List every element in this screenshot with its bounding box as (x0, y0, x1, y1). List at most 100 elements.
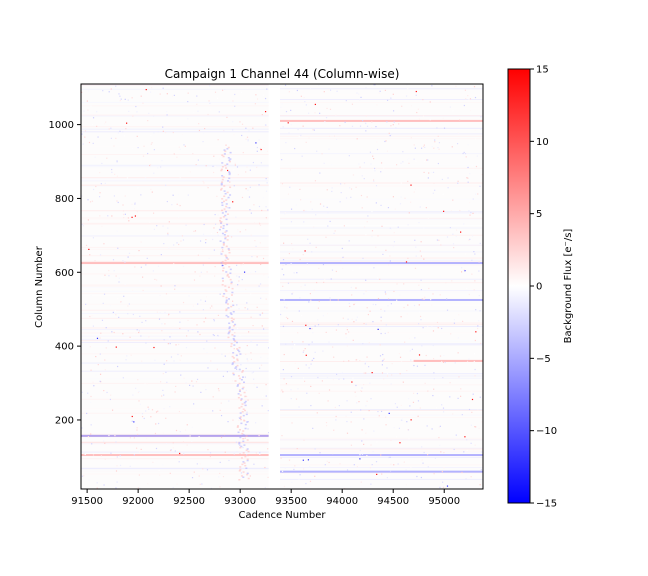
heatmap-pixel (88, 479, 90, 481)
arc-feature (219, 219, 222, 222)
heatmap-pixel (217, 334, 219, 337)
heatmap-pixel (307, 324, 310, 326)
heatmap-pixel (393, 464, 395, 466)
heatmap-pixel (408, 162, 410, 164)
heatmap-pixel (310, 404, 312, 407)
heatmap-pixel (302, 91, 304, 93)
heatmap-pixel (115, 346, 117, 348)
heatmap-pixel (232, 129, 234, 131)
heatmap-streak (279, 290, 483, 292)
heatmap-pixel (246, 358, 248, 360)
heatmap-pixel (307, 459, 309, 461)
heatmap-pixel (262, 328, 265, 330)
heatmap-pixel (141, 321, 143, 324)
arc-feature (247, 450, 250, 453)
heatmap-pixel (111, 362, 113, 364)
heatmap-pixel (447, 187, 449, 189)
arc-feature (244, 395, 247, 398)
heatmap-pixel (451, 146, 453, 148)
heatmap-pixel (153, 346, 155, 349)
heatmap-pixel (215, 165, 217, 168)
heatmap-pixel (368, 409, 370, 412)
heatmap-pixel (196, 103, 198, 105)
heatmap-pixel (356, 466, 358, 468)
arc-feature (238, 441, 241, 444)
heatmap-pixel (335, 270, 337, 273)
heatmap-pixel (223, 130, 225, 132)
heatmap-pixel (397, 196, 399, 198)
heatmap-pixel (398, 123, 400, 125)
heatmap-pixel (372, 155, 374, 157)
arc-feature (223, 233, 226, 236)
heatmap-pixel (361, 429, 363, 431)
heatmap-pixel (385, 293, 387, 295)
heatmap-pixel (197, 110, 199, 112)
heatmap-pixel (340, 192, 342, 194)
heatmap-pixel (138, 331, 140, 334)
heatmap-pixel (232, 121, 234, 123)
heatmap-streak (81, 398, 269, 400)
arc-feature (232, 337, 235, 340)
heatmap-streak (81, 273, 269, 275)
heatmap-pixel (329, 297, 331, 299)
heatmap-pixel (413, 91, 415, 93)
heatmap-pixel (241, 196, 244, 199)
heatmap-pixel (303, 96, 305, 99)
heatmap-pixel (247, 140, 249, 142)
heatmap-pixel (227, 169, 229, 172)
heatmap-streak (81, 408, 269, 410)
heatmap-streak (81, 145, 269, 147)
heatmap-pixel (424, 382, 426, 384)
heatmap-pixel (422, 462, 424, 464)
heatmap-pixel (246, 395, 248, 398)
heatmap-pixel (100, 183, 102, 185)
heatmap-pixel (206, 340, 208, 342)
heatmap-pixel (422, 327, 424, 329)
arc-feature (238, 479, 241, 481)
heatmap-pixel (472, 198, 474, 200)
arc-feature (224, 231, 227, 233)
heatmap-pixel (475, 426, 477, 428)
heatmap-pixel (163, 407, 165, 410)
arc-feature (225, 257, 228, 259)
heatmap-pixel (329, 108, 332, 110)
heatmap-pixel (250, 367, 252, 370)
heatmap-pixel (421, 345, 423, 347)
heatmap-pixel (99, 254, 102, 256)
heatmap-pixel (254, 239, 256, 242)
y-tick-label: 800 (55, 194, 74, 205)
heatmap-pixel (442, 361, 445, 363)
heatmap-pixel (396, 406, 398, 408)
heatmap-pixel (175, 385, 177, 388)
heatmap-pixel (305, 141, 307, 143)
heatmap-pixel (288, 364, 291, 366)
heatmap-streak (279, 416, 483, 418)
heatmap-pixel (212, 238, 214, 241)
y-tick-label: 1000 (49, 120, 74, 131)
heatmap-pixel (408, 212, 410, 214)
arc-feature (227, 258, 230, 260)
heatmap-pixel (343, 378, 345, 380)
arc-feature (238, 470, 241, 472)
heatmap-pixel (420, 476, 422, 479)
heatmap-pixel (172, 447, 174, 449)
heatmap-pixel (465, 98, 467, 100)
heatmap-pixel (284, 84, 287, 86)
heatmap-pixel (240, 472, 243, 474)
heatmap-pixel (286, 307, 288, 309)
heatmap-pixel (366, 307, 368, 309)
heatmap-pixel (479, 185, 481, 187)
heatmap-pixel (372, 303, 374, 306)
heatmap-pixel (290, 208, 293, 210)
heatmap-pixel (449, 226, 452, 229)
heatmap-pixel (380, 316, 382, 318)
arc-feature (225, 203, 228, 205)
heatmap-pixel (447, 177, 449, 179)
heatmap-pixel (236, 275, 238, 277)
heatmap-pixel (96, 125, 98, 127)
heatmap-pixel (462, 152, 464, 155)
heatmap-pixel (245, 367, 247, 370)
heatmap-pixel (299, 297, 301, 299)
heatmap-pixel (206, 469, 209, 471)
heatmap-pixel (313, 289, 315, 292)
